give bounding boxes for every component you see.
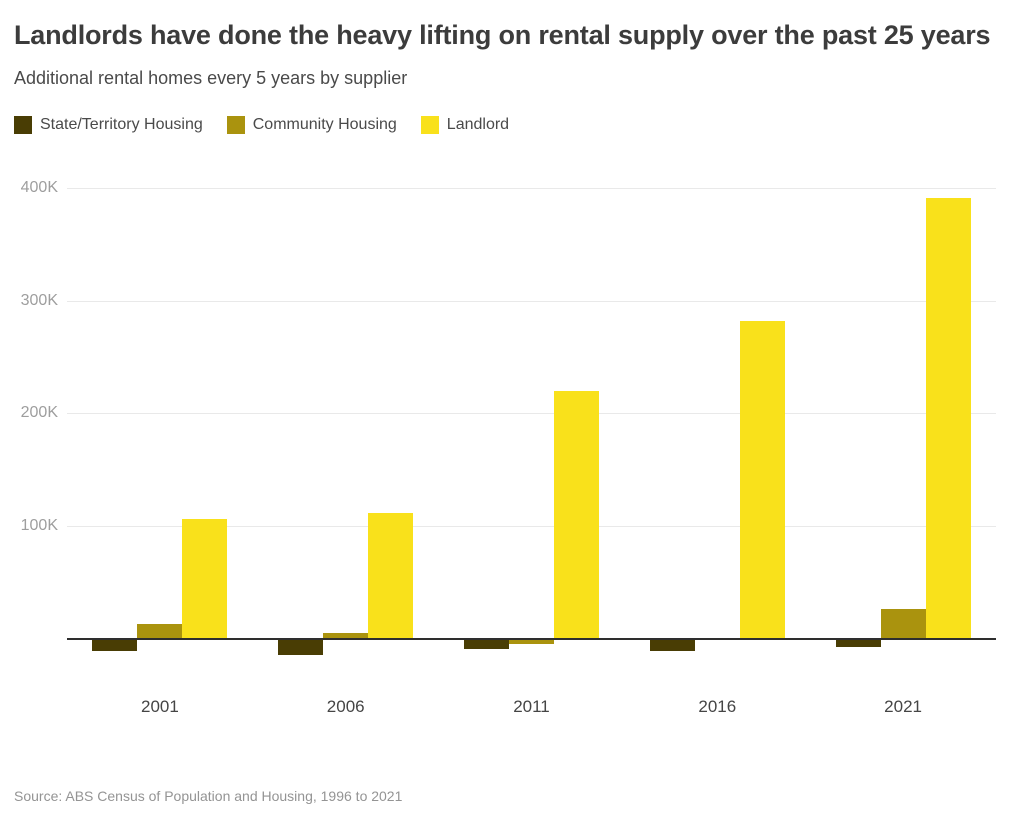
legend-label: Community Housing (252, 116, 397, 133)
zero-axis-line (67, 638, 996, 640)
bar-group-2021 (810, 161, 996, 661)
gridline: 300K (21, 292, 996, 309)
legend-swatch-icon (14, 116, 32, 134)
legend-swatch-icon (420, 116, 439, 134)
x-tick-label-2006: 2006 (326, 697, 365, 716)
bar-landlord-2006 (368, 512, 414, 639)
legend-item-community-housing: Community Housing (226, 116, 397, 134)
gridline: 200K (21, 404, 996, 421)
bar-community-housing-2001 (137, 624, 183, 639)
chart-subtitle: Additional rental homes every 5 years by… (14, 68, 408, 88)
gridline: 100K (21, 517, 996, 534)
x-tick-label-2016: 2016 (698, 697, 737, 716)
y-tick-label: 300K (20, 291, 58, 309)
bar-landlord-2011 (553, 390, 599, 639)
bar-group-2016 (624, 161, 810, 661)
plot-area: 100K 200K 300K 400K (21, 161, 996, 661)
bar-group-2001 (67, 161, 253, 661)
bar-groups (67, 161, 996, 661)
legend-item-landlord: Landlord (420, 116, 510, 134)
legend-label: Landlord (446, 116, 510, 133)
x-tick-label-2001: 2001 (140, 697, 179, 716)
page-title: Landlords have done the heavy lifting on… (14, 20, 991, 50)
bar-state-territory-housing-2011 (463, 639, 509, 650)
bar-community-housing-2021 (880, 608, 926, 639)
x-tick-label-2021: 2021 (884, 697, 922, 716)
legend: State/Territory Housing Community Housing… (14, 115, 1010, 135)
legend-swatch-icon (226, 116, 245, 134)
bar-community-housing-2006 (323, 633, 369, 639)
bar-group-2006 (253, 161, 439, 661)
x-axis-labels: 2001 2006 2011 2016 2021 (67, 697, 996, 717)
bar-community-housing-2011 (508, 639, 554, 644)
bar-landlord-2001 (182, 519, 228, 639)
y-tick-label: 400K (20, 178, 58, 196)
bar-group-2011 (439, 161, 625, 661)
legend-item-state-territory-housing: State/Territory Housing (14, 116, 203, 134)
bar-state-territory-housing-2006 (278, 639, 324, 655)
bar-state-territory-housing-2016 (649, 639, 695, 652)
source-note: Source: ABS Census of Population and Hou… (14, 788, 403, 804)
y-tick-label: 200K (20, 404, 58, 422)
bar-landlord-2021 (925, 197, 971, 639)
bar-state-territory-housing-2021 (835, 639, 881, 647)
bar-landlord-2016 (739, 320, 785, 639)
legend-label: State/Territory Housing (40, 116, 203, 133)
x-tick-label-2011: 2011 (513, 697, 550, 716)
y-tick-label: 100K (20, 517, 58, 535)
bar-state-territory-housing-2001 (92, 639, 138, 652)
gridline: 400K (21, 179, 996, 196)
